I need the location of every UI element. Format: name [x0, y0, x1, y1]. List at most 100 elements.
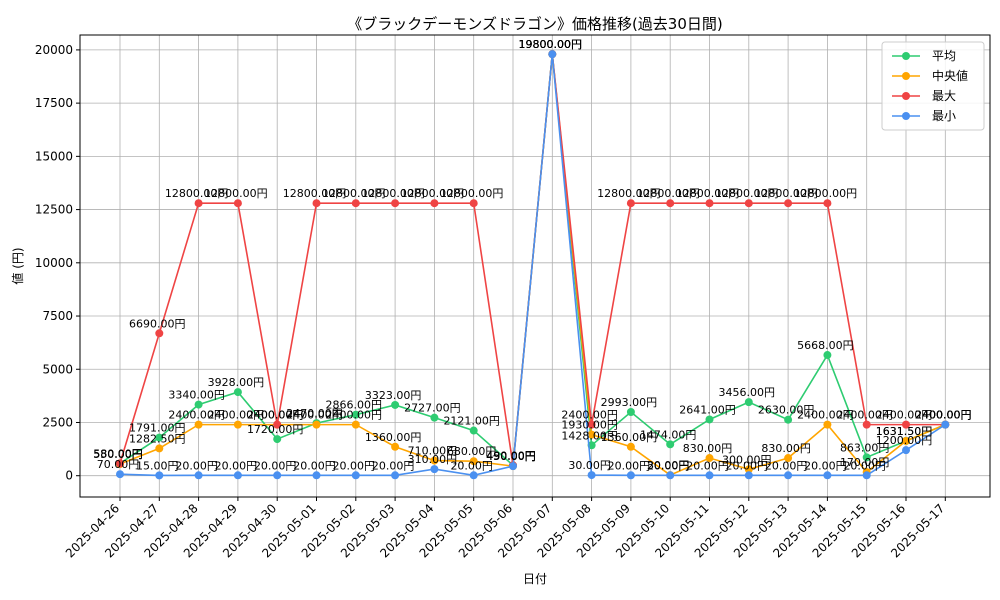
data-label: 2641.00円: [679, 403, 736, 416]
data-label: 1720.00円: [247, 423, 304, 436]
data-label: 830.00円: [761, 442, 811, 455]
data-point: [194, 420, 203, 429]
data-point: [233, 388, 242, 397]
y-tick-label: 15000: [35, 149, 73, 163]
data-point: [666, 199, 675, 208]
data-point: [233, 420, 242, 429]
data-point: [705, 199, 714, 208]
data-point: [744, 465, 753, 474]
data-label: 20.00円: [450, 459, 493, 472]
data-label: 12800.00円: [401, 187, 465, 200]
data-label: 830.00円: [683, 442, 733, 455]
data-label: 20.00円: [843, 459, 886, 472]
data-label: 2400.00円: [561, 409, 618, 422]
data-point: [469, 426, 478, 435]
plot-frame: [79, 34, 991, 498]
data-point: [469, 457, 478, 466]
data-point: [155, 433, 164, 442]
data-point: [587, 471, 596, 480]
data-point: [587, 430, 596, 439]
data-label: 2727.00円: [404, 402, 461, 415]
data-label: 310.00円: [408, 453, 458, 466]
data-point: [391, 199, 400, 208]
data-labels-layer: 580.00円1791.00円3340.00円3928.00円1720.00円2…: [93, 38, 971, 472]
data-label: 2400.00円: [168, 409, 225, 422]
data-label: 2400.00円: [247, 409, 304, 422]
data-label: 30.00円: [568, 459, 611, 472]
data-label: 15.00円: [136, 459, 179, 472]
data-label: 5668.00円: [797, 339, 854, 352]
data-label: 20.00円: [804, 459, 847, 472]
data-label: 2993.00円: [601, 396, 658, 409]
data-point: [626, 442, 635, 451]
data-label: 2400.00円: [915, 409, 972, 422]
data-point: [273, 471, 282, 480]
data-point: [784, 471, 793, 480]
legend-swatch-marker: [902, 112, 910, 120]
data-label: 12800.00円: [361, 187, 425, 200]
data-label: 2400.00円: [915, 409, 972, 422]
data-label: 2400.00円: [836, 409, 893, 422]
data-label: 170.00円: [840, 456, 890, 469]
y-tick-label: 2500: [42, 415, 73, 429]
data-label: 490.00円: [486, 449, 536, 462]
data-label: 2400.00円: [797, 409, 854, 422]
data-label: 1930.00円: [561, 419, 618, 432]
legend-swatch-marker: [902, 72, 910, 80]
data-point: [705, 471, 714, 480]
data-label: 2400.00円: [208, 409, 265, 422]
x-axis-label: 日付: [523, 572, 547, 586]
data-point: [666, 471, 675, 480]
data-label: 12800.00円: [440, 187, 504, 200]
data-label: 2121.00円: [443, 415, 500, 428]
data-label: 12800.00円: [204, 187, 268, 200]
data-label: 3323.00円: [365, 389, 422, 402]
grid-lines: [80, 35, 990, 497]
chart-title: 《ブラックデーモンズドラゴン》価格推移(過去30日間): [347, 15, 723, 33]
data-point: [784, 454, 793, 463]
data-label: 3928.00円: [208, 376, 265, 389]
y-tick-label: 5000: [42, 362, 73, 376]
y-tick-label: 7500: [42, 309, 73, 323]
y-axis-ticks: 0 2500 5000 7500 10000 12500 15000 17500 20000: [35, 43, 80, 483]
data-point: [469, 471, 478, 480]
data-point: [823, 351, 832, 360]
data-point: [744, 199, 753, 208]
data-point: [509, 462, 517, 471]
data-point: [705, 415, 714, 424]
data-point: [273, 435, 282, 444]
data-label: 450.00円: [486, 450, 536, 463]
data-point: [862, 453, 871, 462]
data-point: [155, 471, 164, 480]
data-point: [351, 471, 360, 480]
data-point: [902, 420, 910, 429]
data-point: [941, 420, 950, 429]
data-point: [194, 471, 203, 480]
data-point: [233, 471, 242, 480]
data-label: 19800.00円: [519, 38, 583, 51]
data-label: 20.00円: [765, 459, 808, 472]
data-label: 20.00円: [686, 459, 729, 472]
data-label: 12800.00円: [165, 187, 229, 200]
data-point: [587, 420, 596, 429]
data-point: [273, 420, 282, 429]
legend-label: 平均: [932, 49, 956, 63]
y-tick-label: 20000: [35, 43, 73, 57]
data-label: 490.00円: [486, 449, 536, 462]
data-point: [784, 415, 793, 424]
data-point: [626, 199, 635, 208]
data-label: 12800.00円: [754, 187, 818, 200]
data-point: [351, 199, 360, 208]
data-point: [351, 420, 360, 429]
data-label: 2400.00円: [247, 409, 304, 422]
series-line-3: [119, 54, 946, 477]
data-label: 12800.00円: [676, 187, 740, 200]
y-tick-label: 12500: [35, 203, 73, 217]
data-point: [902, 446, 910, 455]
data-point: [391, 442, 400, 451]
data-point: [862, 420, 871, 429]
data-label: 30.00円: [647, 459, 690, 472]
data-label: 2470.00円: [286, 407, 343, 420]
